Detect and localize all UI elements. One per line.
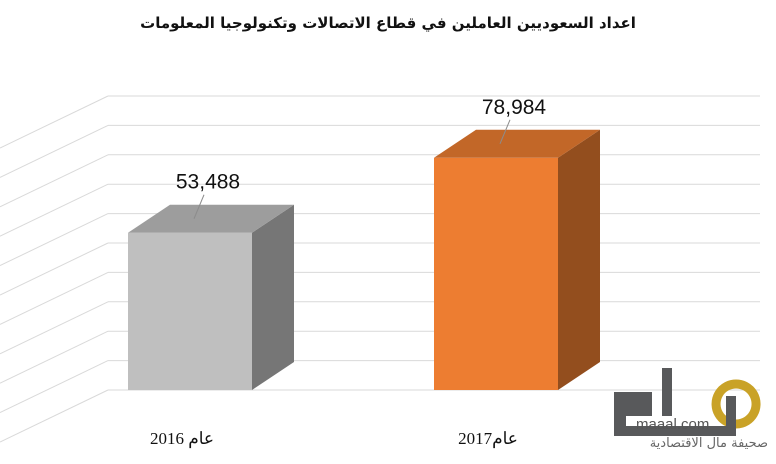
bar-top [434,129,600,158]
bar-top [128,204,294,233]
gridline-side [0,389,109,443]
gridline-side [0,95,109,149]
logo-tagline: صحيفة مال الاقتصادية [649,436,768,451]
bar-front [128,232,252,390]
data-label: 78,984 [482,96,547,119]
data-label: 53,488 [176,171,240,194]
bar-1 [434,129,600,390]
chart-title: اعداد السعوديين العاملين في قطاع الاتصال… [140,14,636,32]
gridline-side [0,154,109,208]
gridline-side [0,183,109,237]
bar-0 [128,204,294,390]
gridline-side [0,242,109,296]
gridline-side [0,301,109,355]
gridline-side [0,213,109,267]
category-label: عام2017 [458,429,518,449]
gridline-side [0,124,109,178]
maaal-logo [614,368,761,436]
bars [128,129,600,390]
bar-side [252,204,294,390]
logo-domain: maaal.com [636,416,710,433]
gridline-side [0,330,109,384]
data-label-leader [193,194,205,219]
category-label: عام 2016 [150,429,214,449]
bar-side [558,129,600,390]
data-label-leader [499,119,511,144]
labels: 53,488 عام 2016 78,984 عام2017 [150,96,546,449]
gridline-side [0,360,109,414]
gridline-side [0,271,109,325]
bar-front [434,157,558,390]
